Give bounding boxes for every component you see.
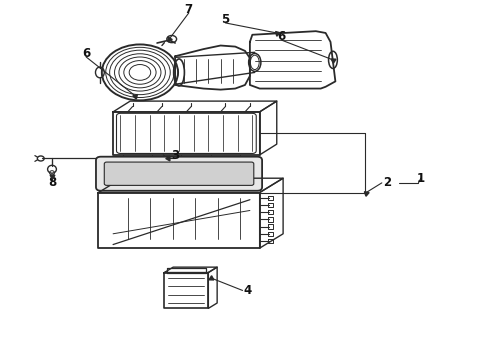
Text: 6: 6 xyxy=(277,30,286,43)
Text: 8: 8 xyxy=(48,176,56,189)
Text: 5: 5 xyxy=(221,13,230,26)
Text: 2: 2 xyxy=(383,176,391,189)
Text: 7: 7 xyxy=(185,3,193,16)
Text: 6: 6 xyxy=(82,47,90,60)
FancyBboxPatch shape xyxy=(104,162,254,185)
Text: 3: 3 xyxy=(171,149,179,162)
FancyBboxPatch shape xyxy=(96,157,262,191)
Text: 1: 1 xyxy=(417,172,425,185)
Text: 4: 4 xyxy=(244,284,252,297)
